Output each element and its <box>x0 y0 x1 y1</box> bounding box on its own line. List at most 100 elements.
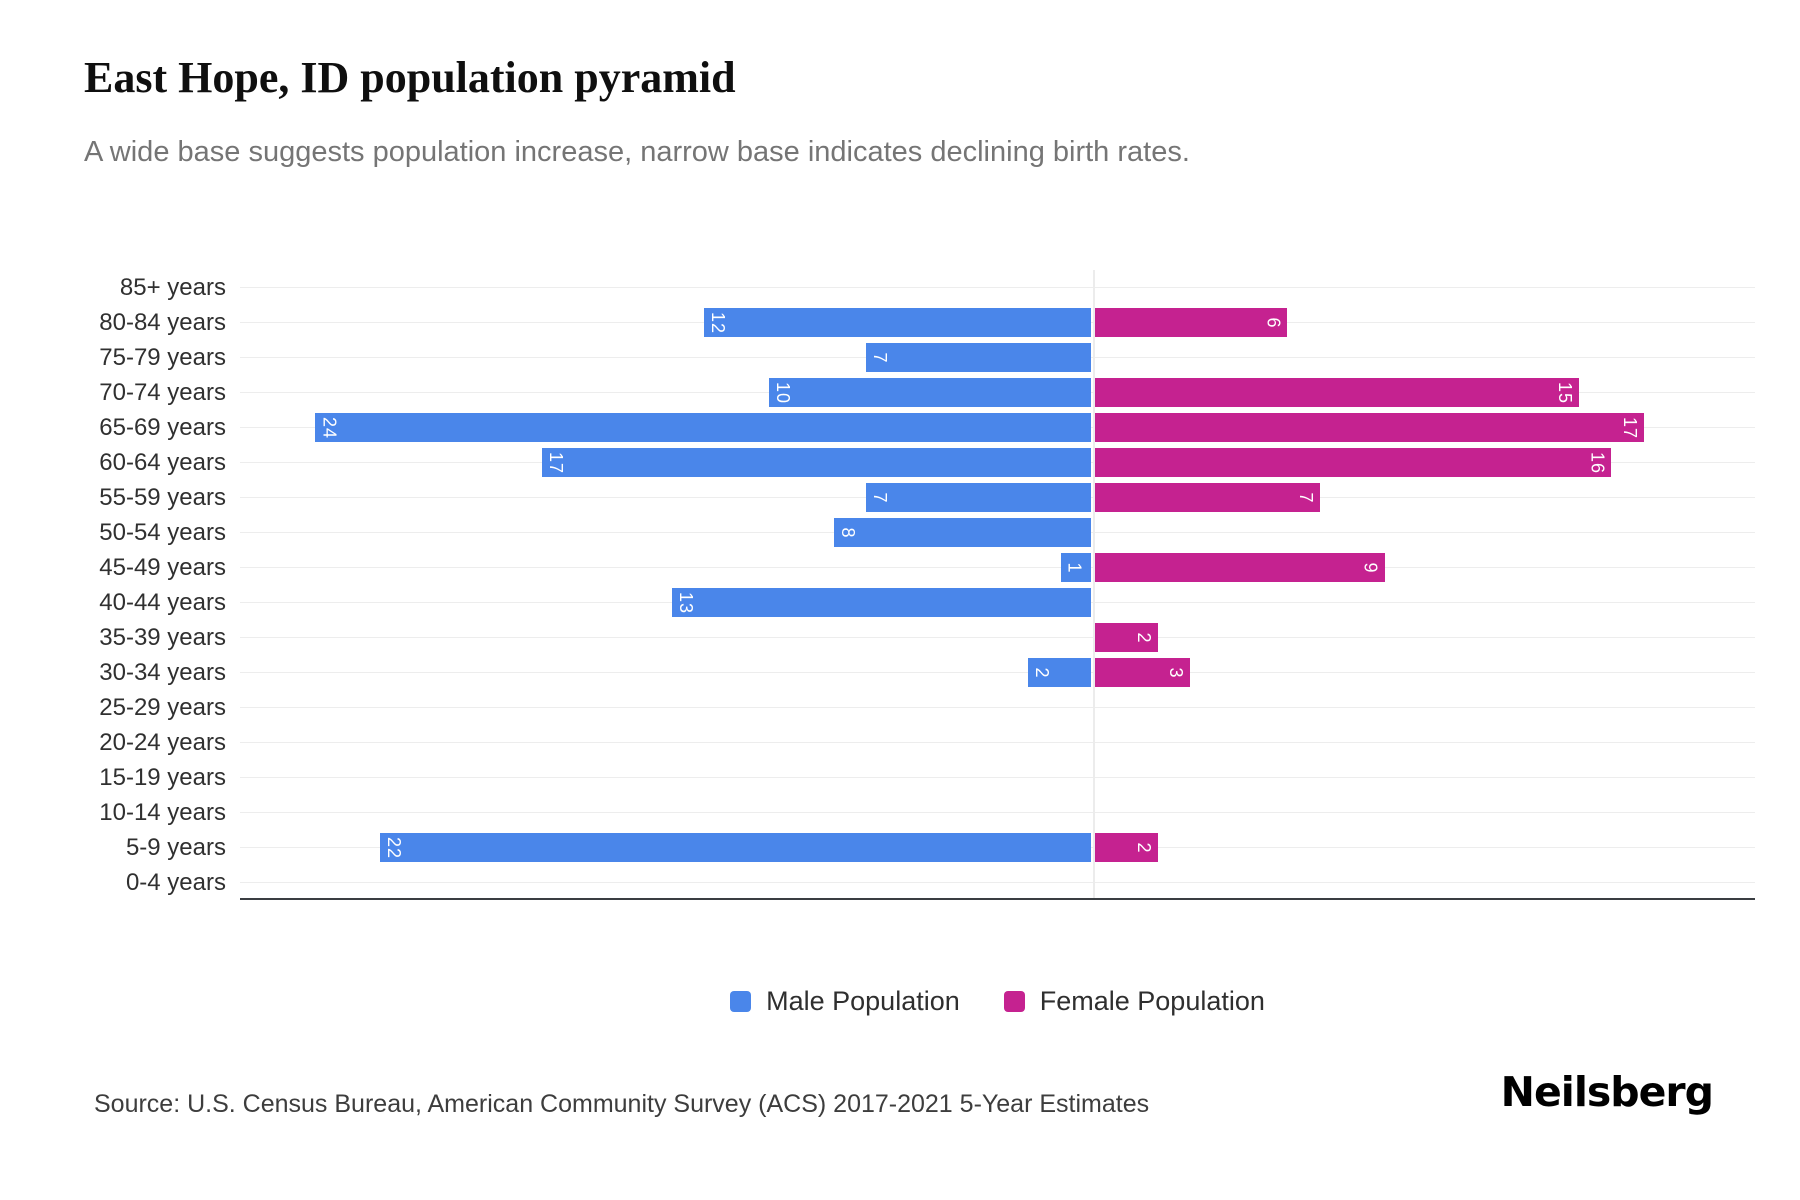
male-bar[interactable]: 1 <box>1060 553 1091 582</box>
row-plot: 22 2 <box>240 830 1755 865</box>
pyramid-row: 5-9 years 22 2 <box>0 830 1755 865</box>
male-bar[interactable]: 24 <box>315 413 1091 442</box>
bar-value-label: 7 <box>870 491 891 504</box>
male-bar[interactable]: 12 <box>704 308 1091 337</box>
bar-value-label: 2 <box>1032 666 1053 679</box>
row-plot: 12 6 <box>240 305 1755 340</box>
female-bar[interactable]: 17 <box>1095 413 1644 442</box>
bar-value-label: 22 <box>384 836 405 859</box>
source-text: Source: U.S. Census Bureau, American Com… <box>94 1090 1150 1118</box>
female-swatch-icon <box>1003 991 1025 1012</box>
male-bar[interactable]: 10 <box>769 378 1091 407</box>
male-bar[interactable]: 2 <box>1028 658 1091 687</box>
pyramid-row: 60-64 years 17 16 <box>0 445 1755 480</box>
male-bar[interactable]: 7 <box>866 483 1091 512</box>
female-bar[interactable]: 9 <box>1095 553 1385 582</box>
pyramid-row: 35-39 years 2 <box>0 620 1755 655</box>
age-group-label: 50-54 years <box>99 519 226 546</box>
age-group-label: 35-39 years <box>99 624 226 651</box>
row-plot: 17 16 <box>240 445 1755 480</box>
age-group-label: 45-49 years <box>99 554 226 581</box>
population-pyramid-chart: 85+ years 80-84 years 12 6 75-79 years 7 70-74… <box>0 270 1755 900</box>
legend-item-male[interactable]: Male Population <box>730 986 960 1017</box>
bar-value-label: 7 <box>1295 491 1316 504</box>
female-bar[interactable]: 6 <box>1095 308 1288 337</box>
pyramid-row: 15-19 years <box>0 760 1755 795</box>
male-bar[interactable]: 22 <box>380 833 1091 862</box>
bar-value-label: 3 <box>1166 666 1187 679</box>
female-bar[interactable]: 3 <box>1095 658 1191 687</box>
chart-legend: Male Population Female Population <box>240 986 1755 1017</box>
center-axis-line <box>1093 270 1095 900</box>
row-plot: 10 15 <box>240 375 1755 410</box>
female-bar[interactable]: 2 <box>1095 623 1158 652</box>
row-plot <box>240 270 1755 305</box>
pyramid-row: 50-54 years 8 <box>0 515 1755 550</box>
bar-value-label: 17 <box>546 451 567 474</box>
male-bar[interactable]: 8 <box>833 518 1091 547</box>
pyramid-row: 80-84 years 12 6 <box>0 305 1755 340</box>
chart-rows: 85+ years 80-84 years 12 6 75-79 years 7 70-74… <box>0 270 1755 900</box>
page-subtitle: A wide base suggests population increase… <box>84 136 1190 168</box>
bar-value-label: 2 <box>1133 631 1154 644</box>
pyramid-row: 40-44 years 13 <box>0 585 1755 620</box>
age-group-label: 40-44 years <box>99 589 226 616</box>
age-group-label: 10-14 years <box>99 799 226 826</box>
row-plot <box>240 725 1755 760</box>
row-plot <box>240 760 1755 795</box>
age-group-label: 5-9 years <box>125 834 226 861</box>
age-group-label: 65-69 years <box>99 414 226 441</box>
row-plot <box>240 795 1755 830</box>
age-group-label: 85+ years <box>119 274 226 301</box>
pyramid-row: 20-24 years <box>0 725 1755 760</box>
age-group-label: 75-79 years <box>99 344 226 371</box>
male-swatch-icon <box>730 991 752 1012</box>
age-group-label: 25-29 years <box>99 694 226 721</box>
age-group-label: 20-24 years <box>99 729 226 756</box>
age-group-label: 55-59 years <box>99 484 226 511</box>
pyramid-row: 55-59 years 7 7 <box>0 480 1755 515</box>
male-bar[interactable]: 7 <box>866 343 1091 372</box>
male-bar[interactable]: 17 <box>542 448 1091 477</box>
pyramid-row: 45-49 years 1 9 <box>0 550 1755 585</box>
pyramid-row: 75-79 years 7 <box>0 340 1755 375</box>
age-group-label: 80-84 years <box>99 309 226 336</box>
bar-value-label: 17 <box>1619 416 1640 439</box>
bar-value-label: 13 <box>675 591 696 614</box>
neilsberg-logo[interactable]: Neilsberg <box>1500 1068 1714 1116</box>
age-group-label: 30-34 years <box>99 659 226 686</box>
age-group-label: 0-4 years <box>125 869 226 896</box>
pyramid-row: 85+ years <box>0 270 1755 305</box>
row-plot: 2 <box>240 620 1755 655</box>
age-group-label: 60-64 years <box>99 449 226 476</box>
row-plot: 7 <box>240 340 1755 375</box>
bar-value-label: 10 <box>773 381 793 404</box>
row-plot: 13 <box>240 585 1755 620</box>
bar-value-label: 9 <box>1360 561 1381 574</box>
page-title: East Hope, ID population pyramid <box>84 53 736 102</box>
female-bar[interactable]: 15 <box>1095 378 1579 407</box>
age-group-label: 70-74 years <box>99 379 226 406</box>
female-bar[interactable]: 2 <box>1095 833 1158 862</box>
bar-value-label: 7 <box>870 351 891 364</box>
bar-value-label: 8 <box>837 526 858 539</box>
row-plot: 24 17 <box>240 410 1755 445</box>
pyramid-row: 10-14 years <box>0 795 1755 830</box>
bar-value-label: 16 <box>1587 451 1608 474</box>
pyramid-row: 30-34 years 2 3 <box>0 655 1755 690</box>
male-bar[interactable]: 13 <box>671 588 1091 617</box>
bar-value-label: 6 <box>1263 316 1284 329</box>
legend-item-female[interactable]: Female Population <box>1003 986 1265 1017</box>
legend-label-female: Female Population <box>1039 986 1265 1016</box>
female-bar[interactable]: 7 <box>1095 483 1320 512</box>
pyramid-row: 65-69 years 24 17 <box>0 410 1755 445</box>
legend-label-male: Male Population <box>766 986 960 1016</box>
pyramid-row: 25-29 years <box>0 690 1755 725</box>
pyramid-row: 0-4 years <box>0 865 1755 900</box>
bar-value-label: 1 <box>1064 561 1085 574</box>
female-bar[interactable]: 16 <box>1095 448 1612 477</box>
bar-value-label: 15 <box>1555 381 1575 404</box>
